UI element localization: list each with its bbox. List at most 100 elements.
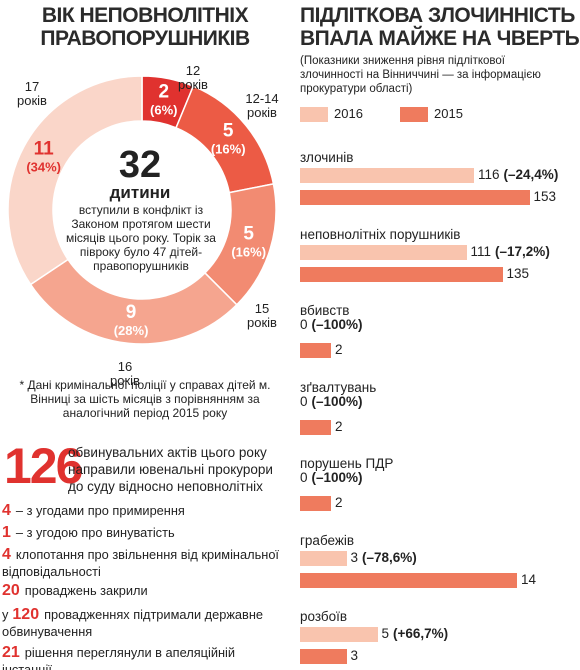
- value: 111: [470, 243, 492, 259]
- segment-share: (16%): [231, 244, 266, 259]
- segment-value: 2: [158, 82, 169, 103]
- category-label: 17 років: [17, 79, 47, 108]
- item-text: провадженнях підтримали державне обвинув…: [2, 607, 264, 639]
- donut-segment: [7, 75, 143, 286]
- category-label: зґвалтувань: [300, 379, 377, 395]
- bar: [300, 190, 530, 205]
- item-value: 120: [12, 606, 40, 623]
- bar: [300, 419, 331, 435]
- total-value: 32: [119, 144, 161, 186]
- legend-swatch: [400, 107, 428, 122]
- value-label: 153: [534, 189, 557, 204]
- item-text: – з угодами про примирення: [15, 503, 185, 518]
- bar: [300, 168, 474, 183]
- value: 5: [381, 626, 390, 641]
- bar: [300, 649, 347, 664]
- donut-title: ВІК НЕПОВНОЛІТНІХ ПРАВОПОРУШНИКІВ: [40, 4, 250, 50]
- bar: [300, 244, 467, 260]
- value-label: 0 (–100%): [300, 394, 363, 409]
- item-text: проваджень закрили: [24, 583, 148, 598]
- value-label: 135: [507, 266, 530, 281]
- segment-value: 11: [34, 138, 55, 159]
- summary-total: 126: [4, 438, 83, 494]
- bar-title: ПІДЛІТКОВА ЗЛОЧИННІСТЬ ВПАЛА МАЙЖЕ НА ЧВ…: [300, 4, 580, 50]
- value: 0: [300, 317, 308, 332]
- value-label: 116 (–24,4%): [478, 167, 558, 182]
- item-value: 21: [2, 644, 20, 661]
- summary-item: 4 клопотання про звільнення від криміналь…: [2, 546, 282, 580]
- category-label: вбивств: [300, 303, 350, 318]
- bar: [300, 572, 517, 588]
- summary-item: 20 проваджень закрили: [2, 582, 282, 599]
- item-text: – з угодою про винуватість: [15, 525, 175, 540]
- value: 3: [350, 648, 359, 663]
- value-label: 3 (–78,6%): [351, 550, 417, 565]
- category-label: 12-14 років: [245, 91, 279, 120]
- category-label: грабежів: [300, 532, 355, 548]
- value: 3: [350, 549, 359, 565]
- item-value: 4: [2, 546, 11, 563]
- summary-item: 21 рішення переглянули в апеляційній інст…: [2, 644, 282, 670]
- category-label: 16 років: [110, 359, 140, 388]
- item-prefix: у: [2, 607, 9, 622]
- value-label: 5 (+66,7%): [382, 626, 449, 641]
- segment-share: (16%): [211, 141, 246, 156]
- change-label: (–78,6%): [362, 549, 417, 565]
- item-value: 4: [2, 502, 11, 519]
- summary-item: 1 – з угодою про винуватість: [2, 524, 282, 541]
- value: 2: [335, 495, 343, 510]
- value: 0: [300, 470, 308, 485]
- bar: [300, 266, 503, 282]
- legend-label: 2015: [434, 106, 463, 121]
- change-label: (–100%): [311, 317, 363, 332]
- segment-share: (6%): [150, 103, 177, 118]
- summary-item: у 120 провадженнях підтримали державне обв…: [2, 606, 282, 640]
- item-value: 1: [2, 524, 11, 541]
- value: 0: [300, 393, 308, 409]
- change-label: (–17,2%): [495, 243, 550, 259]
- footnote: * Дані кримінальної поліції у справах ді…: [19, 378, 271, 420]
- value-label: 0 (–100%): [300, 470, 363, 485]
- bar: [300, 343, 331, 358]
- bar-subtitle: (Показники зниження рівня підліткової зл…: [300, 55, 541, 95]
- value-label: 2: [335, 495, 343, 510]
- value-label: 2: [335, 419, 343, 434]
- item-text: клопотання про звільнення від кримінальн…: [2, 547, 279, 579]
- category-label: розбоїв: [300, 609, 348, 624]
- summary-text: обвинувальних актів цього року направили…: [68, 445, 273, 494]
- value: 116: [478, 167, 500, 182]
- value-label: 2: [335, 342, 343, 357]
- legend-swatch: [300, 107, 328, 122]
- bar: [300, 496, 331, 511]
- center-text: вступили в конфлікт із Законом протягом …: [66, 203, 216, 273]
- category-label: порушень ПДР: [300, 456, 394, 471]
- change-label: (–100%): [311, 393, 363, 409]
- change-label: (+66,7%): [393, 626, 449, 641]
- value: 153: [533, 189, 557, 204]
- value-label: 0 (–100%): [300, 317, 363, 332]
- value-label: 3: [351, 648, 359, 663]
- legend-label: 2016: [334, 106, 363, 121]
- value: 135: [506, 265, 530, 281]
- value: 2: [335, 418, 343, 434]
- item-value: 20: [2, 582, 20, 599]
- segment-share: (28%): [114, 323, 149, 338]
- value: 14: [521, 571, 537, 587]
- total-label: дитини: [110, 183, 171, 202]
- value-label: 111 (–17,2%): [471, 244, 550, 259]
- bar: [300, 627, 378, 642]
- item-text: рішення переглянули в апеляційній інстан…: [2, 645, 236, 670]
- segment-value: 9: [126, 302, 137, 323]
- change-label: (–24,4%): [503, 167, 559, 182]
- summary-item: 4 – з угодами про примирення: [2, 502, 282, 519]
- segment-value: 5: [243, 223, 254, 244]
- change-label: (–100%): [311, 470, 363, 485]
- value: 2: [335, 342, 343, 357]
- category-label: 12 років: [178, 63, 208, 92]
- category-label: неповнолітніх порушників: [300, 226, 461, 242]
- value-label: 14: [521, 572, 536, 587]
- bar: [300, 550, 347, 566]
- category-label: 15 років: [247, 301, 277, 330]
